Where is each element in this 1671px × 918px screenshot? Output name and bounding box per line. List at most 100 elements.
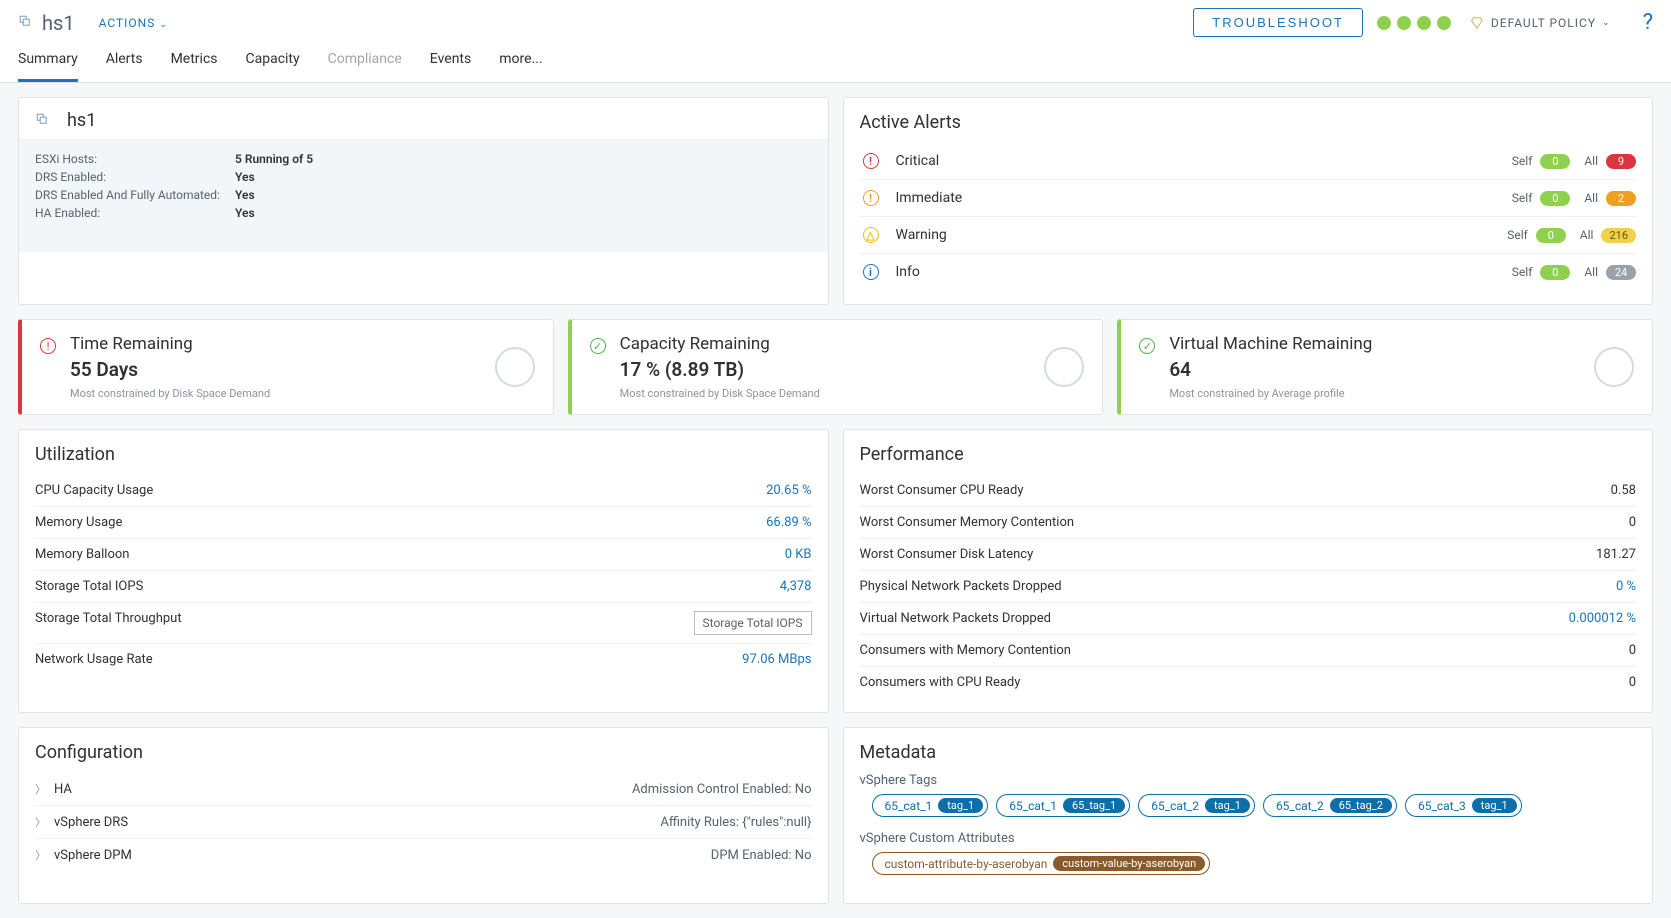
metric-value: 20.65 %: [766, 483, 811, 498]
metric-label: Physical Network Packets Dropped: [860, 579, 1062, 594]
alert-row-warning[interactable]: △ Warning Self 0 All 216: [860, 217, 1637, 254]
config-row[interactable]: 〉vSphere DPMDPM Enabled: No: [35, 839, 812, 871]
metric-row[interactable]: Worst Consumer CPU Ready 0.58: [860, 475, 1637, 507]
kpi-card[interactable]: ! Time Remaining55 DaysMost constrained …: [18, 319, 554, 415]
metric-label: Consumers with Memory Contention: [860, 643, 1071, 658]
metric-label: Worst Consumer Memory Contention: [860, 515, 1075, 530]
metric-row[interactable]: Memory Usage66.89 %: [35, 507, 812, 539]
tag[interactable]: 65_cat_165_tag_1: [996, 794, 1130, 817]
tab-alerts[interactable]: Alerts: [106, 41, 143, 82]
metric-row[interactable]: CPU Capacity Usage 20.65 %: [35, 475, 812, 507]
metric-row[interactable]: Storage Total IOPS4,378: [35, 571, 812, 603]
active-alerts-title: Active Alerts: [860, 112, 1637, 133]
policy-icon: [1471, 16, 1485, 30]
tag[interactable]: custom-attribute-by-aserobyancustom-valu…: [872, 852, 1211, 875]
utilization-title: Utilization: [35, 444, 812, 465]
tooltip: Storage Total IOPS: [694, 611, 812, 635]
config-value: DPM Enabled: No: [711, 848, 812, 863]
tabs: Summary Alerts Metrics Capacity Compliance Ev…: [0, 41, 1671, 83]
kpi-card[interactable]: ✓ Capacity Remaining 17 % (8.89 TB) Most c…: [568, 319, 1104, 415]
configuration-title: Configuration: [35, 742, 812, 763]
health-badge[interactable]: [1377, 16, 1391, 30]
metric-value: 0: [1629, 643, 1636, 658]
tag-inner: custom-value-by-aserobyan: [1053, 856, 1205, 871]
tab-events[interactable]: Events: [430, 41, 471, 82]
alert-icon: △: [860, 227, 882, 243]
topbar: hs1 ACTIONS ⌄ TROUBLESHOOT DEFAULT POLIC…: [0, 0, 1671, 41]
kpi-title: Time Remaining: [70, 334, 270, 354]
metric-row[interactable]: Physical Network Packets Dropped 0 %: [860, 571, 1637, 603]
metric-label: Worst Consumer CPU Ready: [860, 483, 1024, 498]
actions-dropdown[interactable]: ACTIONS ⌄: [99, 16, 168, 30]
kpi-sub: Most constrained by Disk Space Demand: [620, 387, 820, 400]
performance-title: Performance: [860, 444, 1637, 465]
tag[interactable]: 65_cat_1tag_1: [872, 794, 989, 817]
all-count: 9: [1606, 154, 1636, 169]
tags-label: vSphere Tags: [860, 773, 1637, 788]
kpi-card[interactable]: ✓ Virtual Machine Remaining64Most constr…: [1117, 319, 1653, 415]
metric-row[interactable]: Worst Consumer Memory Contention 0: [860, 507, 1637, 539]
metric-label: Memory Balloon: [35, 547, 129, 562]
config-row[interactable]: 〉vSphere DRSAffinity Rules: {"rules":nul…: [35, 806, 812, 839]
alert-row-info[interactable]: i Info Self 0 All 24: [860, 254, 1637, 290]
tag[interactable]: 65_cat_2tag_1: [1138, 794, 1255, 817]
health-badge[interactable]: [1417, 16, 1431, 30]
kpi-decor-icon: [1594, 347, 1634, 387]
metric-value: 0: [1629, 515, 1636, 530]
metric-row[interactable]: Consumers with CPU Ready 0: [860, 667, 1637, 698]
metric-value: 97.06 MBps: [742, 652, 811, 667]
troubleshoot-button[interactable]: TROUBLESHOOT: [1193, 8, 1363, 37]
tab-metrics[interactable]: Metrics: [171, 41, 218, 82]
health-badge[interactable]: [1437, 16, 1451, 30]
metric-value: 0.58: [1611, 483, 1636, 498]
alert-row-critical[interactable]: ! Critical Self 0 All 9: [860, 143, 1637, 180]
kpi-value: 64: [1169, 358, 1372, 381]
performance-card: Performance Worst Consumer CPU Ready 0.58…: [843, 429, 1654, 713]
metric-label: Virtual Network Packets Dropped: [860, 611, 1051, 626]
kpi-sub: Most constrained by Disk Space Demand: [70, 387, 270, 400]
help-icon[interactable]: ?: [1643, 10, 1653, 35]
tab-more[interactable]: more...: [499, 41, 542, 82]
metric-row[interactable]: Virtual Network Packets Dropped 0.000012 …: [860, 603, 1637, 635]
tab-summary[interactable]: Summary: [18, 41, 78, 82]
metric-row[interactable]: Network Usage Rate97.06 MBps: [35, 644, 812, 675]
metric-label: CPU Capacity Usage: [35, 483, 153, 498]
tag-inner: 65_tag_2: [1330, 798, 1392, 813]
config-row[interactable]: 〉HAAdmission Control Enabled: No: [35, 773, 812, 806]
tab-compliance[interactable]: Compliance: [328, 41, 402, 82]
health-badge[interactable]: [1397, 16, 1411, 30]
utilization-card: Utilization CPU Capacity Usage 20.65 % Mem…: [18, 429, 829, 713]
all-count: 24: [1606, 265, 1636, 280]
tag[interactable]: 65_cat_265_tag_2: [1263, 794, 1397, 817]
metric-value: 0 %: [1616, 579, 1636, 594]
metric-row[interactable]: Storage Total ThroughputStorage Total IO…: [35, 603, 812, 644]
kpi-decor-icon: [1044, 347, 1084, 387]
metric-value: 181.27: [1596, 547, 1636, 562]
cluster-icon: [35, 112, 53, 130]
kpi-value: 17 % (8.89 TB): [620, 358, 820, 381]
policy-dropdown[interactable]: DEFAULT POLICY ⌄: [1471, 16, 1611, 30]
self-count: 0: [1540, 154, 1570, 169]
metric-value: 0.000012 %: [1569, 611, 1636, 626]
metric-row[interactable]: Consumers with Memory Contention 0: [860, 635, 1637, 667]
metric-value: 0: [1629, 675, 1636, 690]
metric-row[interactable]: Memory Balloon0 KB: [35, 539, 812, 571]
metric-row[interactable]: Worst Consumer Disk Latency181.27: [860, 539, 1637, 571]
cluster-icon: [18, 14, 36, 32]
prop-row: DRS Enabled:Yes: [35, 168, 812, 186]
all-count: 216: [1601, 228, 1636, 243]
tag[interactable]: 65_cat_3tag_1: [1405, 794, 1522, 817]
chevron-right-icon: 〉: [35, 816, 46, 829]
self-count: 0: [1540, 191, 1570, 206]
alert-row-immediate[interactable]: ! Immediate Self 0 All 2: [860, 180, 1637, 217]
kpi-icon: ✓: [590, 338, 608, 354]
tab-capacity[interactable]: Capacity: [246, 41, 300, 82]
metric-label: Consumers with CPU Ready: [860, 675, 1021, 690]
alert-name: Info: [896, 264, 1512, 280]
alert-icon: i: [860, 264, 882, 280]
metadata-card: Metadata vSphere Tags 65_cat_1tag_165_ca…: [843, 727, 1654, 904]
cluster-info-card: hs1 ESXi Hosts:5 Running of 5DRS Enabled…: [18, 97, 829, 305]
kpi-title: Capacity Remaining: [620, 334, 820, 354]
kpi-sub: Most constrained by Average profile: [1169, 387, 1372, 400]
configuration-card: Configuration 〉HAAdmission Control Enabl…: [18, 727, 829, 904]
